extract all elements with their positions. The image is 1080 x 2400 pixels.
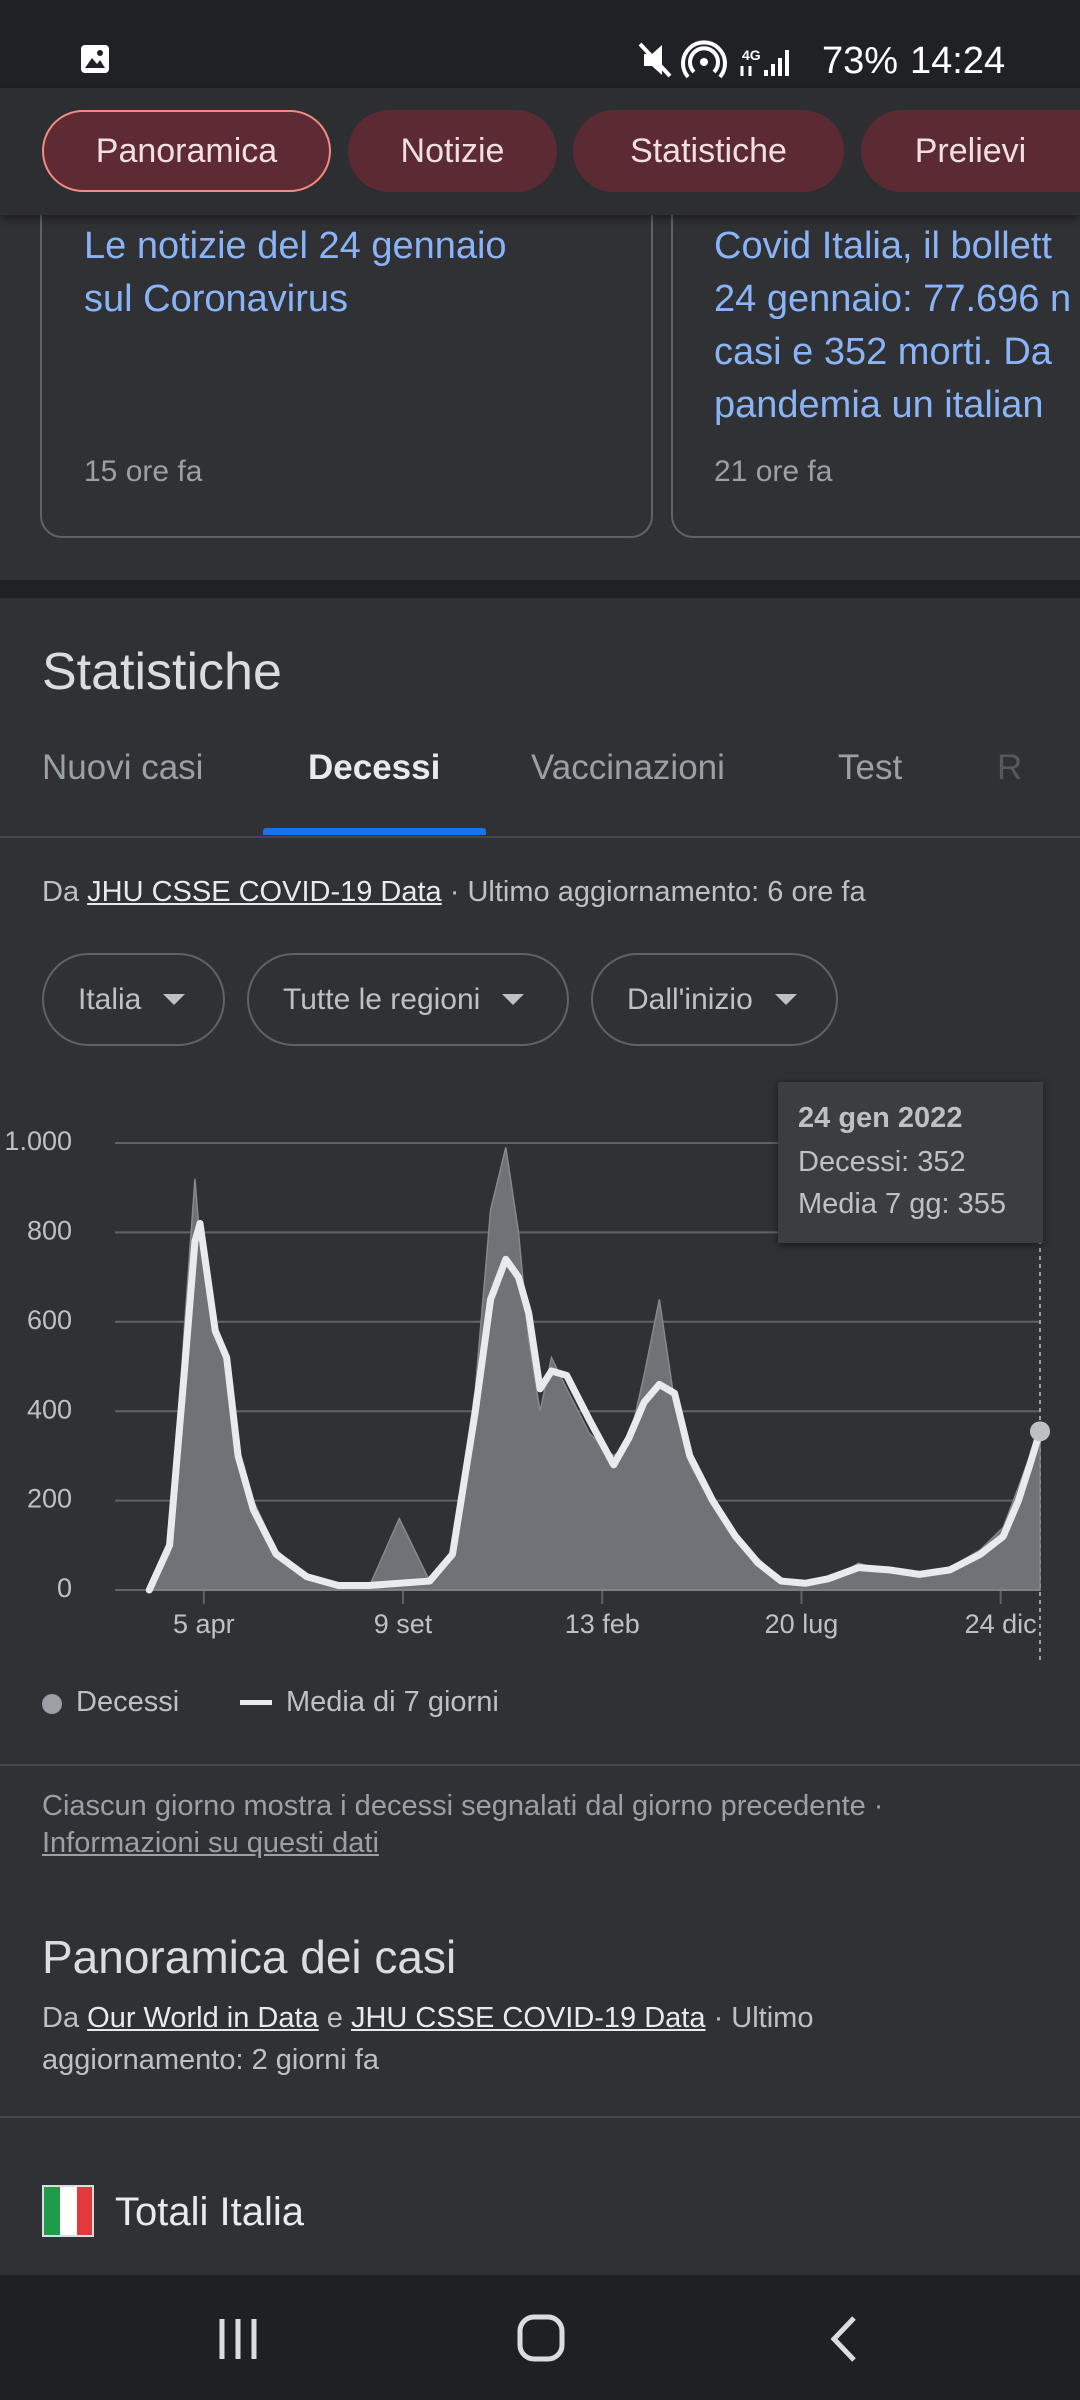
legend-swatch bbox=[240, 1700, 272, 1705]
caret bbox=[774, 993, 797, 1005]
tab[interactable]: Test bbox=[838, 748, 903, 787]
divider bbox=[0, 836, 1080, 838]
chip[interactable]: Statistiche bbox=[573, 110, 844, 192]
caret bbox=[163, 993, 186, 1005]
text: Da bbox=[42, 876, 80, 908]
dropdown-label: Dall'inizio bbox=[627, 982, 753, 1016]
legend-label: Media di 7 giorni bbox=[286, 1686, 499, 1718]
dropdown-label: Tutte le regioni bbox=[283, 982, 481, 1016]
news-card[interactable] bbox=[671, 200, 1080, 538]
x-tick-label: 5 apr bbox=[173, 1609, 235, 1639]
x-tick-label: 24 dic bbox=[965, 1609, 1037, 1639]
back-button[interactable] bbox=[830, 2316, 856, 2362]
tooltip-line: Decessi: 352 bbox=[798, 1146, 966, 1178]
link[interactable]: JHU CSSE COVID-19 Data bbox=[350, 2002, 706, 2034]
nav-bar bbox=[0, 2275, 1080, 2400]
news-title[interactable]: casi e 352 morti. Da bbox=[714, 331, 1052, 373]
news-title[interactable]: Covid Italia, il bollett bbox=[714, 225, 1052, 267]
news-title[interactable]: pandemia un italian bbox=[714, 384, 1044, 426]
x-tick-label: 20 lug bbox=[765, 1609, 839, 1639]
gallery-icon bbox=[81, 45, 109, 73]
news-card[interactable] bbox=[40, 200, 653, 538]
recent-button[interactable] bbox=[219, 2319, 257, 2359]
text: e bbox=[326, 2002, 343, 2034]
y-tick-label: 0 bbox=[57, 1573, 72, 1603]
y-tick-label: 400 bbox=[27, 1394, 72, 1424]
news-title[interactable]: sul Coronavirus bbox=[84, 278, 348, 320]
x-tick-label: 9 set bbox=[374, 1609, 433, 1639]
status-icons: 4G bbox=[638, 40, 789, 79]
home-button[interactable] bbox=[517, 2314, 565, 2362]
dropdown[interactable]: Dall'inizio bbox=[591, 953, 838, 1046]
y-tick-label: 800 bbox=[27, 1216, 72, 1246]
tooltip-date: 24 gen 2022 bbox=[798, 1102, 963, 1134]
section-title: Statistiche bbox=[42, 643, 282, 701]
news-time: 15 ore fa bbox=[84, 455, 203, 488]
chip[interactable]: Notizie bbox=[348, 110, 557, 192]
hover-dot bbox=[1030, 1421, 1050, 1442]
section-separator bbox=[0, 580, 1080, 598]
caret bbox=[502, 993, 525, 1005]
source-line: Da JHU CSSE COVID-19 Data · Ultimo aggio… bbox=[42, 876, 866, 909]
battery: 73% bbox=[822, 40, 899, 82]
link[interactable]: JHU CSSE COVID-19 Data bbox=[87, 876, 442, 908]
y-tick-label: 200 bbox=[27, 1484, 72, 1514]
nav-buttons bbox=[219, 2314, 856, 2362]
news-time: 21 ore fa bbox=[714, 455, 833, 488]
note: Ciascun giorno mostra i decessi segnalat… bbox=[42, 1790, 884, 1822]
source-line: aggiornamento: 2 giorni fa bbox=[42, 2044, 379, 2076]
chip[interactable]: Prelievi bbox=[861, 110, 1080, 192]
svg-text:4G: 4G bbox=[742, 47, 761, 63]
link[interactable]: Informazioni su questi dati bbox=[42, 1827, 379, 1859]
source-line: Da Our World in Data e JHU CSSE COVID-19… bbox=[42, 2002, 813, 2035]
divider bbox=[0, 1764, 1080, 1766]
line bbox=[145, 1219, 1044, 1594]
text: · Ultimo aggiornamento: 6 ore fa bbox=[449, 876, 866, 908]
chart: 0 200 400 600 800 1.000 5 apr 9 set 13 feb 20 lug… bbox=[4, 1126, 1050, 1660]
tooltip: 24 gen 2022 Decessi: 352 Media 7 gg: 355 bbox=[778, 1082, 1043, 1243]
tab-indicator bbox=[263, 828, 486, 835]
dropdown-label: Italia bbox=[78, 982, 142, 1016]
y-tick-label: 600 bbox=[27, 1305, 72, 1335]
text: Da bbox=[42, 2002, 80, 2034]
text: · Ultimo bbox=[713, 2002, 814, 2034]
tab[interactable]: R bbox=[997, 748, 1023, 787]
flag-icon bbox=[42, 2185, 94, 2237]
news-title[interactable]: Le notizie del 24 gennaio bbox=[84, 225, 507, 267]
tab[interactable]: Decessi bbox=[308, 748, 441, 787]
chip[interactable]: Panoramica bbox=[42, 110, 331, 192]
section-title: Panoramica dei casi bbox=[42, 1931, 457, 1983]
status-bar bbox=[0, 0, 1080, 88]
news-title[interactable]: 24 gennaio: 77.696 n bbox=[714, 278, 1072, 320]
legend-swatch bbox=[42, 1694, 62, 1714]
dropdown[interactable]: Italia bbox=[42, 953, 225, 1046]
link[interactable]: Our World in Data bbox=[87, 2002, 319, 2034]
region-title[interactable]: Totali Italia bbox=[115, 2190, 304, 2234]
tab[interactable]: Vaccinazioni bbox=[531, 748, 725, 787]
x-tick-label: 13 feb bbox=[565, 1609, 640, 1639]
tab[interactable]: Nuovi casi bbox=[42, 748, 204, 787]
legend-label: Decessi bbox=[76, 1686, 180, 1718]
y-tick-label: 1.000 bbox=[4, 1126, 72, 1156]
dropdown[interactable]: Tutte le regioni bbox=[247, 953, 569, 1046]
clock: 14:24 bbox=[910, 40, 1006, 82]
tooltip-line: Media 7 gg: 355 bbox=[798, 1188, 1006, 1220]
divider bbox=[0, 2116, 1080, 2118]
